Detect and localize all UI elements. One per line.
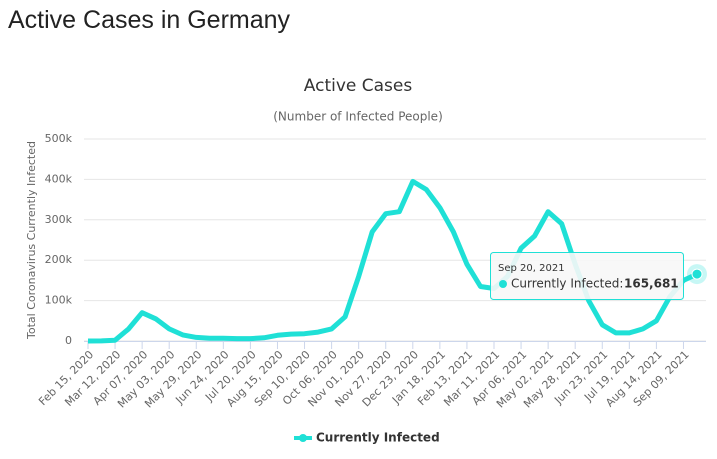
hover-point bbox=[691, 268, 703, 280]
legend-symbol bbox=[299, 434, 307, 442]
chart-subtitle: (Number of Infected People) bbox=[273, 110, 443, 124]
legend: Currently Infected bbox=[294, 431, 440, 445]
y-tick-label: 500k bbox=[45, 132, 73, 145]
y-axis-title: Total Coronavirus Currently Infected bbox=[25, 141, 38, 340]
page-title: Active Cases in Germany bbox=[8, 6, 291, 34]
tooltip: Sep 20, 2021 Currently Infected: 165,681 bbox=[490, 252, 684, 300]
y-tick-label: 100k bbox=[45, 294, 73, 307]
legend-label: Currently Infected bbox=[316, 431, 440, 445]
y-tick-label: 400k bbox=[45, 172, 73, 185]
chart-title: Active Cases bbox=[304, 76, 413, 96]
tooltip-series: Currently Infected: bbox=[511, 277, 623, 291]
series-line bbox=[87, 178, 699, 344]
y-tick-label: 300k bbox=[45, 213, 73, 226]
y-tick-label: 0 bbox=[65, 334, 72, 347]
y-tick-label: 200k bbox=[45, 253, 73, 266]
tooltip-value: 165,681 bbox=[624, 277, 679, 291]
tooltip-symbol bbox=[499, 280, 507, 288]
tooltip-date: Sep 20, 2021 bbox=[498, 263, 565, 274]
tooltip-box bbox=[490, 252, 684, 300]
